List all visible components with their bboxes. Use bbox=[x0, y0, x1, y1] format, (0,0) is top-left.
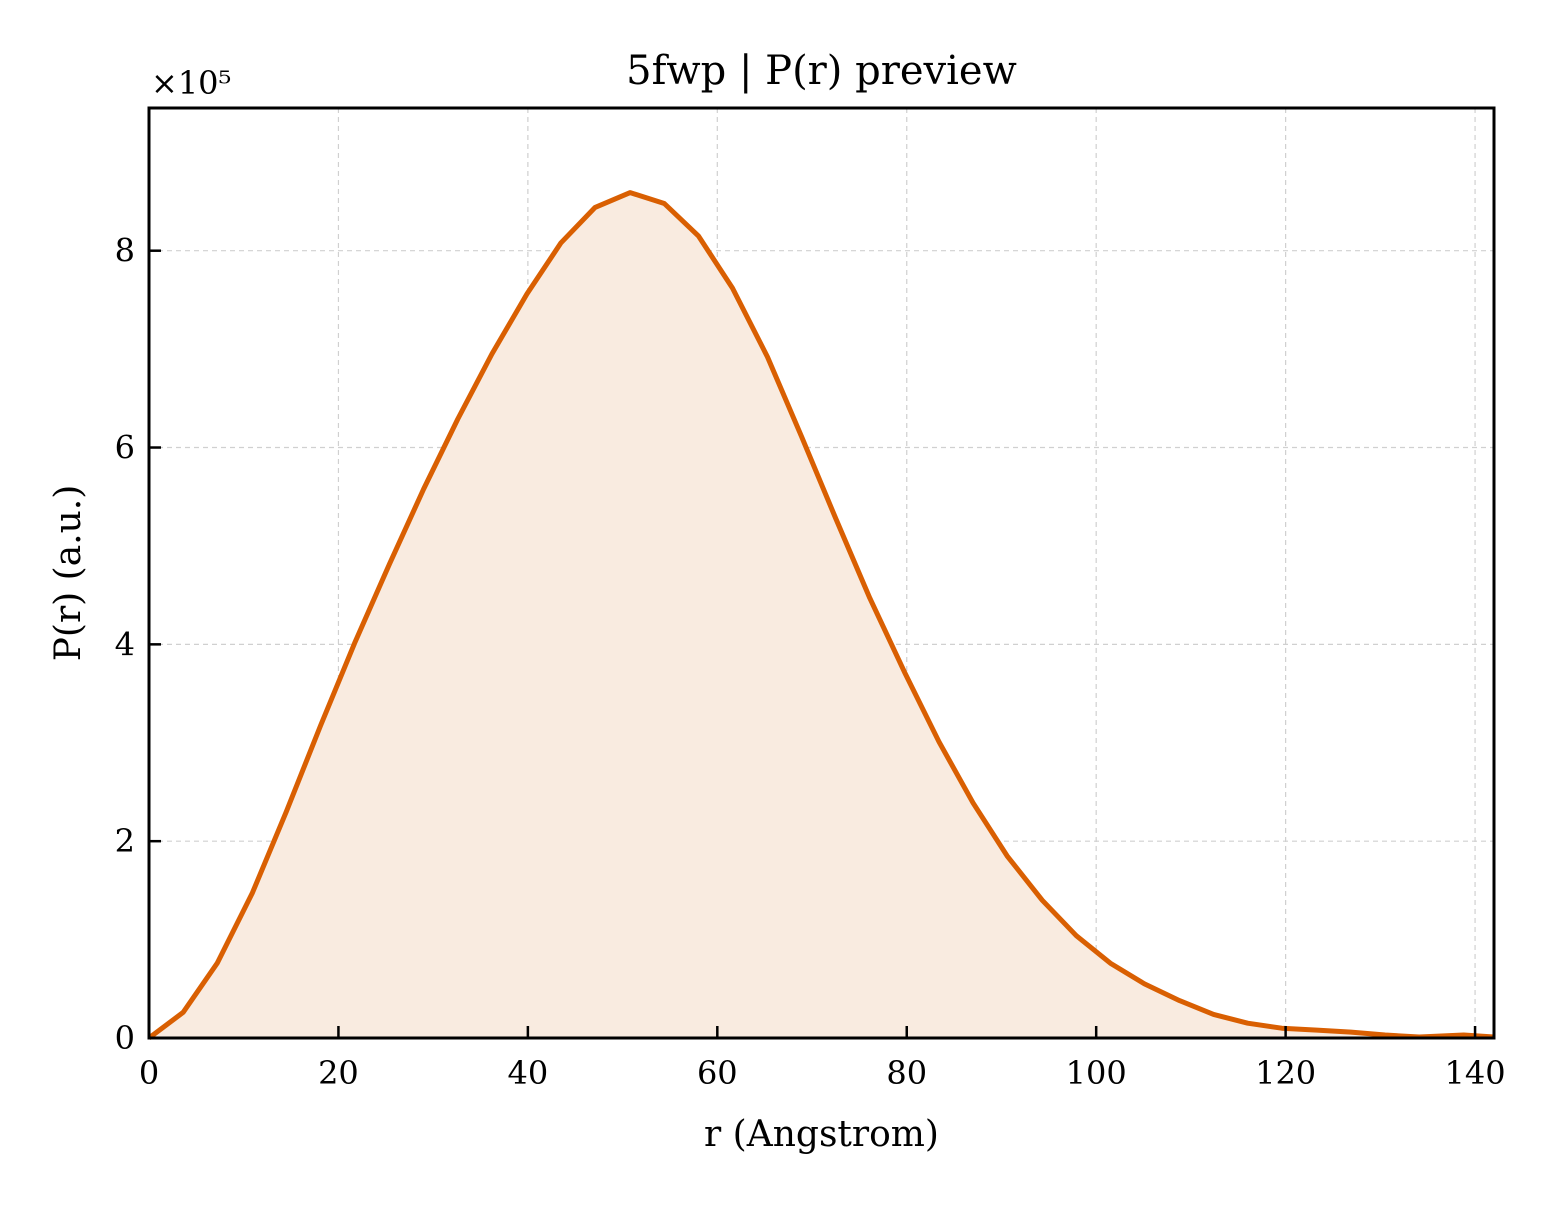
x-tick-label: 80 bbox=[886, 1054, 927, 1092]
y-tick-label: 0 bbox=[115, 1019, 135, 1057]
y-tick-label: 2 bbox=[115, 822, 135, 860]
x-tick-label: 0 bbox=[139, 1054, 159, 1092]
x-tick-label: 40 bbox=[508, 1054, 549, 1092]
x-tick-label: 100 bbox=[1066, 1054, 1127, 1092]
y-tick-label: 8 bbox=[115, 232, 135, 270]
y-axis-label: P(r) (a.u.) bbox=[48, 485, 89, 662]
chart-title: 5fwp | P(r) preview bbox=[626, 48, 1017, 94]
series-line bbox=[147, 190, 1495, 1040]
y-tick-label: 6 bbox=[115, 429, 135, 467]
x-axis-label: r (Angstrom) bbox=[704, 1114, 939, 1155]
x-tick-label: 140 bbox=[1445, 1054, 1506, 1092]
plot-frame bbox=[147, 106, 1496, 1040]
x-tick-label: 20 bbox=[318, 1054, 359, 1092]
y-offset-label: ×10⁵ bbox=[151, 64, 231, 102]
x-tick-label: 120 bbox=[1255, 1054, 1316, 1092]
series-area-fill bbox=[149, 192, 1494, 1039]
x-tick-label: 60 bbox=[697, 1054, 738, 1092]
tick-layer: 0 20 40 60 80 100 120 140 0 2 4 6 8 bbox=[115, 232, 1506, 1092]
y-tick-label: 4 bbox=[115, 625, 135, 663]
